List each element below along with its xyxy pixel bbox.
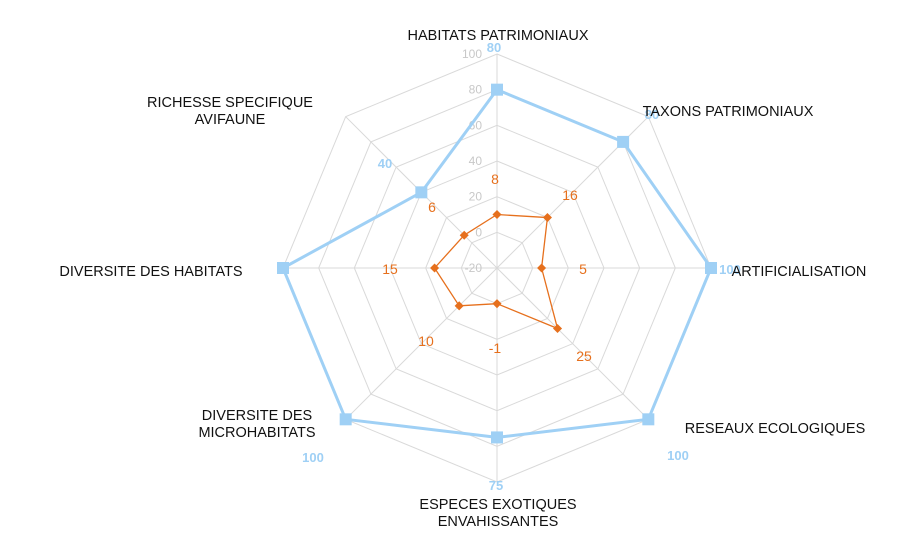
category-label: RESEAUX ECOLOGIQUES <box>685 421 866 437</box>
series-1-marker <box>277 262 289 274</box>
data-label: 100 <box>667 448 689 463</box>
category-label: ESPECES EXOTIQUES <box>419 497 576 513</box>
data-label: 100 <box>719 262 741 277</box>
grid-spoke <box>496 267 649 420</box>
series-1-marker <box>617 135 630 148</box>
category-label: DIVERSITE DES HABITATS <box>59 264 242 280</box>
series-1-marker <box>491 83 503 96</box>
category-label: HABITATS PATRIMONIAUX <box>408 28 589 44</box>
category-label: RICHESSE SPECIFIQUE <box>147 95 313 111</box>
data-label: 80 <box>645 107 659 122</box>
series-2-marker <box>553 324 563 334</box>
data-label: 16 <box>562 187 578 203</box>
series-2-marker <box>492 209 502 220</box>
data-label: 100 <box>302 450 324 465</box>
category-label: ENVAHISSANTES <box>438 514 559 530</box>
series-1-marker <box>339 413 352 426</box>
data-label: 80 <box>487 40 501 55</box>
series-layer <box>277 83 717 444</box>
value-labels: 80 80 100 100 75 100 40 8 16 5 25 -1 10 15 6 <box>302 40 741 493</box>
grid-spoke <box>345 267 498 420</box>
radial-tick-label: 20 <box>469 190 483 204</box>
series-1-marker <box>642 413 655 426</box>
data-label: 6 <box>428 199 436 215</box>
category-label: TAXONS PATRIMONIAUX <box>643 104 814 120</box>
data-label: 15 <box>382 261 398 277</box>
series-1-marker <box>415 186 428 199</box>
series-2-marker <box>492 299 502 309</box>
radial-tick-label: 80 <box>469 83 483 97</box>
data-label: 25 <box>576 348 592 364</box>
radial-tick-label: 0 <box>475 225 482 239</box>
series-1-marker <box>491 431 503 444</box>
radial-tick-label: -20 <box>465 261 483 275</box>
data-label: 8 <box>491 171 499 187</box>
data-label: 40 <box>378 156 392 171</box>
series-2-marker <box>459 230 469 240</box>
data-label: 10 <box>418 333 434 349</box>
category-label: MICROHABITATS <box>198 425 315 441</box>
category-labels: HABITATS PATRIMONIAUX TAXONS PATRIMONIAUX… <box>59 28 866 530</box>
series-2-marker <box>537 263 547 273</box>
data-label: -1 <box>489 340 502 356</box>
radial-tick-label: 100 <box>462 47 482 61</box>
category-label: AVIFAUNE <box>195 112 266 128</box>
data-label: 5 <box>579 261 587 277</box>
category-label: ARTIFICIALISATION <box>732 264 867 280</box>
category-label: DIVERSITE DES <box>202 408 312 424</box>
series-1-marker <box>705 262 717 274</box>
data-label: 75 <box>489 478 503 493</box>
radial-tick-label: 40 <box>469 154 483 168</box>
